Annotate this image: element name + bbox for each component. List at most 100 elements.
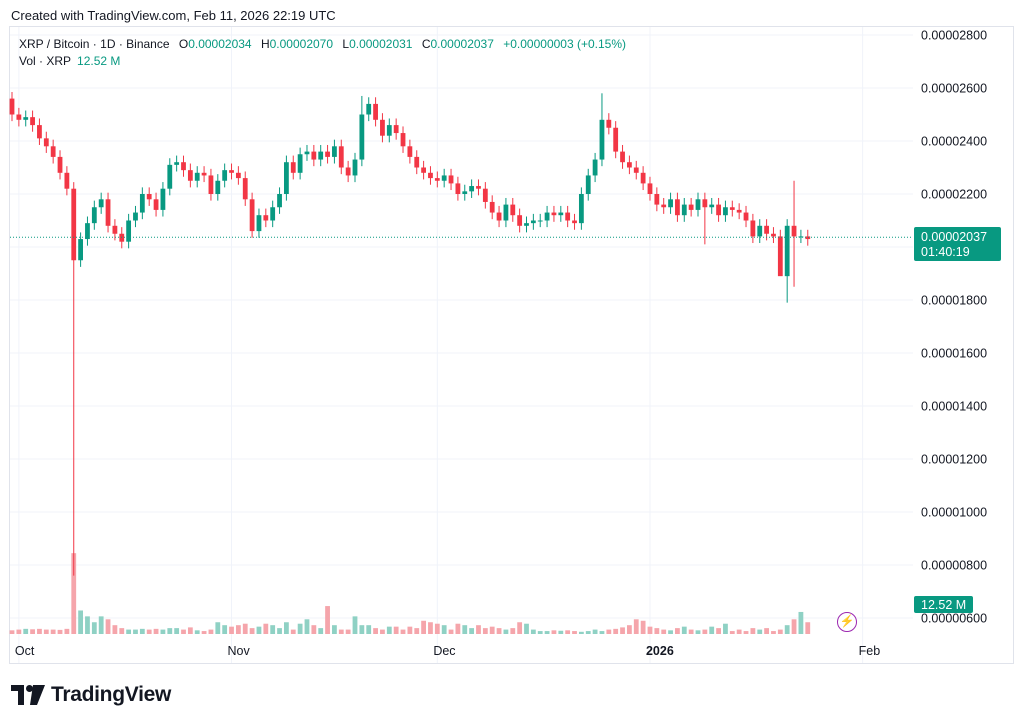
volume-bar [524,623,529,634]
volume-bar [668,630,673,634]
chart-frame [9,26,1014,664]
chart-grid [10,27,913,663]
volume-bar [448,629,454,634]
candle-body [91,207,97,224]
candle-body [242,178,248,200]
volume-bar [647,626,653,634]
volume-bar [16,629,22,634]
candle-body [654,194,660,205]
volume-bar [290,629,296,634]
ohlc-legend: XRP / Bitcoin · 1D · Binance O0.00002034… [19,37,626,51]
volume-bar [270,625,276,634]
volume-bar [43,629,49,634]
volume-bars [9,553,811,634]
volume-bar [784,625,790,634]
volume-bar [558,630,564,634]
candle-body [23,117,29,120]
volume-bar [153,628,159,634]
volume-bar [455,623,461,634]
symbol-label[interactable]: XRP / Bitcoin · 1D · Binance [19,37,170,51]
candle-body [277,194,282,208]
volume-bar [345,629,351,634]
candle-body [681,204,687,216]
volume-bar [510,628,516,634]
open-value: 0.00002034 [188,37,252,51]
candle-body [393,125,399,134]
volume-bar [85,616,90,634]
volume-bar [119,628,125,634]
volume-bar [441,625,447,634]
volume-bar [235,625,241,634]
candle-body [620,151,625,163]
volume-bar [284,622,289,634]
volume-bar [476,625,481,634]
volume-bar [325,606,330,634]
candle-body [37,125,42,139]
volume-bar [249,628,255,634]
volume-bar [338,629,344,634]
candle-body [167,164,173,189]
volume-bar [530,629,536,634]
lightning-icon[interactable]: ⚡ [837,612,857,632]
volume-bar [181,629,186,634]
volume-bar [750,628,756,634]
volume-bar [318,628,324,634]
candle-body [592,159,598,176]
high-value: 0.00002070 [269,37,334,51]
candle-body [530,220,536,224]
volume-bar [613,628,619,634]
low-label: L [342,37,350,51]
volume-bar [139,628,145,634]
candle-body [407,146,413,157]
volume-bar [30,629,35,634]
volume-bar [695,630,701,634]
volume-bar [167,628,173,634]
volume-bar [805,622,811,634]
candle-body [208,175,214,194]
volume-bar [551,630,557,634]
candle-body [441,175,447,181]
volume-bar [606,629,612,634]
x-tick-label: 2026 [646,644,674,658]
volume-bar [736,629,742,634]
candle-body [709,204,715,208]
candle-body [139,194,145,213]
candle-body [270,207,276,221]
candle-body [805,236,811,240]
candle-body [702,199,708,208]
volume-bar [599,631,605,634]
candle-body [428,172,433,179]
volume-bar [482,628,488,634]
volume-bar [64,628,70,634]
price-badge-value: 0.00002037 [921,230,987,244]
volume-bar [716,628,721,634]
volume-bar [414,628,420,634]
volume-bar [380,629,385,634]
tradingview-logo[interactable]: TradingView [11,683,171,707]
candle-body [263,215,269,221]
candle-body [551,212,557,216]
candle-body [462,191,468,194]
candle-body [380,119,385,136]
y-tick-label: 0.00002200 [921,188,987,202]
candle-body [784,225,790,277]
brand-name: TradingView [51,683,172,706]
volume-bar [373,628,378,634]
candle-body [791,225,797,237]
candle-body [249,199,255,232]
volume-bar [764,628,769,634]
candle-body [414,156,420,168]
candle-body [311,151,317,160]
volume-label[interactable]: Vol · XRP [19,54,72,68]
candle-body [85,223,90,240]
y-tick-label: 0.00001600 [921,347,987,361]
candle-body [517,215,523,226]
candle-body [318,151,324,160]
high-label: H [260,37,270,51]
candle-body [297,154,303,173]
candle-body [57,156,63,173]
candle-body [476,186,481,189]
candle-body [524,223,529,226]
x-tick-label: Nov [228,644,251,658]
